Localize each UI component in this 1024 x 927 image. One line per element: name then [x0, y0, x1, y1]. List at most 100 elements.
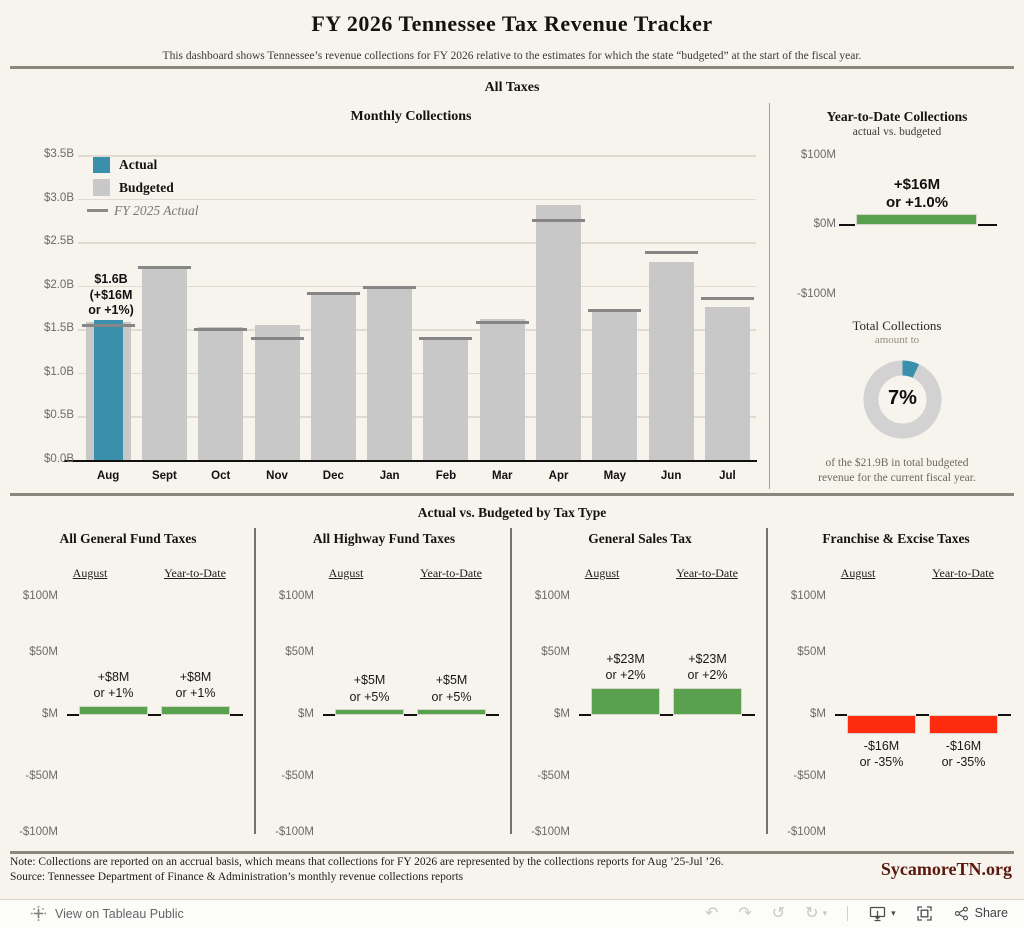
panel-title-4: Franchise & Excise Taxes: [822, 531, 970, 546]
legend-swatch-actual[interactable]: [93, 156, 110, 173]
august-annotation: $1.6B (+$16M or +1%): [88, 272, 134, 317]
month-label-jan: Jan: [379, 470, 400, 482]
fy2025-line-jun: [644, 251, 698, 255]
gridline: [78, 329, 756, 331]
month-label-feb: Feb: [435, 470, 457, 482]
gridline: [78, 285, 756, 288]
bar-budgeted-dec[interactable]: [310, 291, 356, 460]
ytd-axis-right: [978, 224, 997, 226]
ytd-y-tick: $0M: [813, 218, 836, 230]
bar-budgeted-jan[interactable]: [367, 285, 413, 460]
bar-budgeted-sept[interactable]: [141, 268, 187, 460]
ytd-value-label: +$16M or +1.0%: [885, 176, 949, 211]
fy2025-line-jan: [363, 285, 417, 289]
panel-bar-august[interactable]: [79, 705, 148, 715]
month-label-jun: Jun: [660, 470, 682, 482]
fy2025-line-dec: [306, 292, 360, 296]
download-button[interactable]: ▾: [868, 905, 896, 922]
bar-actual-aug[interactable]: [93, 319, 123, 460]
divider-bottom: [10, 851, 1014, 854]
divider-panel-2: [510, 528, 512, 834]
share-button[interactable]: Share: [953, 905, 1008, 922]
divider-vertical-top: [769, 103, 770, 489]
refresh-button[interactable]: ↻ ▾: [805, 904, 828, 922]
panel-y-tick: $M: [554, 708, 570, 720]
page-subtitle: This dashboard shows Tennessee’s revenue…: [162, 50, 862, 62]
panel-zero-axis-1: [916, 714, 929, 716]
gridline: [78, 242, 756, 244]
month-label-may: May: [603, 470, 627, 482]
ytd-axis-left: [839, 224, 855, 226]
column-header-ytd: Year-to-Date: [420, 566, 482, 580]
bar-budgeted-jun[interactable]: [648, 262, 694, 460]
total-collections-title: Total Collections: [852, 318, 942, 333]
panel-title-1: All General Fund Taxes: [59, 531, 197, 546]
legend-line-fy2025[interactable]: [87, 209, 108, 212]
legend-swatch-budgeted[interactable]: [93, 179, 110, 196]
panel-zero-axis-1: [148, 714, 161, 716]
fullscreen-button[interactable]: [916, 905, 933, 922]
panel-title-2: All Highway Fund Taxes: [312, 531, 456, 546]
undo-button[interactable]: ↶: [704, 904, 719, 922]
panel-bar-label: +$23M or +2%: [605, 651, 646, 683]
monthly-x-axis: [64, 460, 757, 462]
panel-y-tick: $50M: [285, 646, 314, 658]
brand-link[interactable]: SycamoreTN.org: [880, 859, 1012, 879]
tableau-logo-icon: [30, 905, 47, 922]
view-on-tableau-public-link[interactable]: View on Tableau Public: [30, 900, 184, 927]
redo-button[interactable]: ↷: [738, 904, 752, 922]
bar-budgeted-may[interactable]: [592, 311, 638, 460]
bar-budgeted-oct[interactable]: [198, 326, 244, 460]
fy2025-line-aug: [81, 324, 135, 328]
legend-label-actual[interactable]: Actual: [119, 157, 158, 172]
panel-y-tick: $100M: [22, 590, 58, 602]
panel-zero-axis-2: [998, 714, 1011, 716]
dashboard: FY 2026 Tennessee Tax Revenue Tracker Th…: [10, 11, 1014, 883]
panel-bar-august[interactable]: [335, 709, 404, 715]
divider-panel-3: [766, 528, 768, 834]
panel-y-tick: $50M: [797, 646, 826, 658]
legend-label-fy2025[interactable]: FY 2025 Actual: [114, 203, 199, 218]
panel-y-tick: $M: [810, 708, 826, 720]
divider-panel-1: [254, 528, 256, 834]
panel-zero-axis-1: [660, 714, 673, 716]
monthly-y-tick: $0.0B: [43, 453, 74, 465]
legend-label-budgeted[interactable]: Budgeted: [119, 180, 174, 195]
footer-note: Note: Collections are reported on an acc…: [10, 856, 724, 868]
monthly-y-tick: $2.0B: [43, 278, 74, 291]
panel-bar-ytd[interactable]: [417, 709, 486, 715]
panel-bar-august[interactable]: [847, 715, 916, 734]
panel-bar-ytd[interactable]: [673, 687, 742, 715]
bar-budgeted-jul[interactable]: [704, 306, 750, 460]
toolbar-separator: [847, 906, 849, 921]
panel-y-tick: $50M: [29, 646, 58, 658]
download-caret-icon: ▾: [891, 908, 896, 918]
panel-title-3: General Sales Tax: [588, 531, 692, 546]
view-on-tableau-public-label: View on Tableau Public: [55, 906, 184, 921]
total-collections-donut[interactable]: [860, 357, 945, 442]
footer-source: Source: Tennessee Department of Finance …: [10, 871, 464, 883]
bar-budgeted-nov[interactable]: [254, 324, 300, 460]
donut-caption-line1: of the $21.9B in total budgeted: [825, 457, 969, 469]
panel-bar-ytd[interactable]: [161, 705, 230, 715]
panel-bar-august[interactable]: [591, 687, 660, 715]
panel-y-tick: $M: [298, 708, 314, 720]
monthly-y-tick: $1.5B: [43, 322, 74, 335]
bar-budgeted-mar[interactable]: [479, 318, 525, 460]
toolbar: View on Tableau Public ↶ ↷ ↺ ↻ ▾ ▾: [0, 899, 1024, 927]
share-label: Share: [974, 906, 1008, 921]
panel-bar-label: +$23M or +2%: [687, 651, 728, 683]
bar-budgeted-feb[interactable]: [423, 339, 469, 460]
panel-y-tick: $50M: [541, 646, 570, 658]
revert-button[interactable]: ↺: [771, 904, 786, 922]
month-label-aug: Aug: [96, 470, 120, 482]
donut-actual-slice[interactable]: [863, 360, 942, 439]
toolbar-actions: ↶ ↷ ↺ ↻ ▾ ▾ Share: [705, 900, 1008, 927]
bar-budgeted-apr[interactable]: [536, 204, 582, 460]
column-header-ytd: Year-to-Date: [164, 566, 226, 580]
panel-y-tick: -$50M: [793, 770, 826, 782]
fy2025-line-jul: [700, 297, 754, 301]
donut-center-label: 7%: [888, 387, 917, 409]
panel-bar-ytd[interactable]: [929, 715, 998, 734]
ytd-actual-bar[interactable]: [856, 213, 977, 225]
